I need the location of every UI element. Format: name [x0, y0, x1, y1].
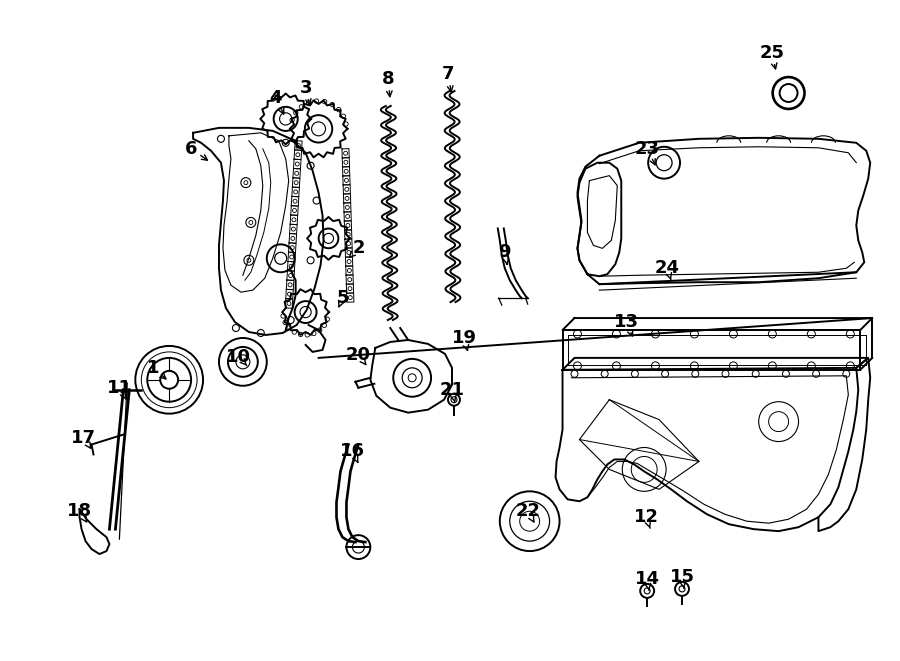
Text: 2: 2: [352, 239, 365, 257]
Text: 23: 23: [634, 139, 660, 158]
Text: 7: 7: [442, 65, 454, 83]
Text: 22: 22: [515, 502, 540, 520]
Text: 12: 12: [634, 508, 659, 526]
Text: 11: 11: [107, 379, 132, 397]
Text: 6: 6: [184, 139, 197, 158]
Text: 14: 14: [634, 570, 660, 588]
Text: 18: 18: [67, 502, 92, 520]
Text: 3: 3: [300, 79, 312, 97]
Text: 10: 10: [227, 348, 251, 366]
Text: 20: 20: [346, 346, 371, 364]
Text: 5: 5: [337, 289, 348, 307]
Text: 16: 16: [340, 442, 364, 461]
Text: 9: 9: [499, 243, 511, 261]
Text: 15: 15: [670, 568, 695, 586]
Text: 8: 8: [382, 70, 394, 88]
Text: 4: 4: [269, 89, 282, 107]
Text: 19: 19: [452, 329, 476, 347]
Text: 21: 21: [439, 381, 464, 399]
Text: 1: 1: [147, 359, 159, 377]
Text: 24: 24: [654, 259, 680, 277]
Text: 25: 25: [759, 44, 784, 62]
Text: 17: 17: [71, 428, 96, 447]
Text: 13: 13: [614, 313, 639, 331]
